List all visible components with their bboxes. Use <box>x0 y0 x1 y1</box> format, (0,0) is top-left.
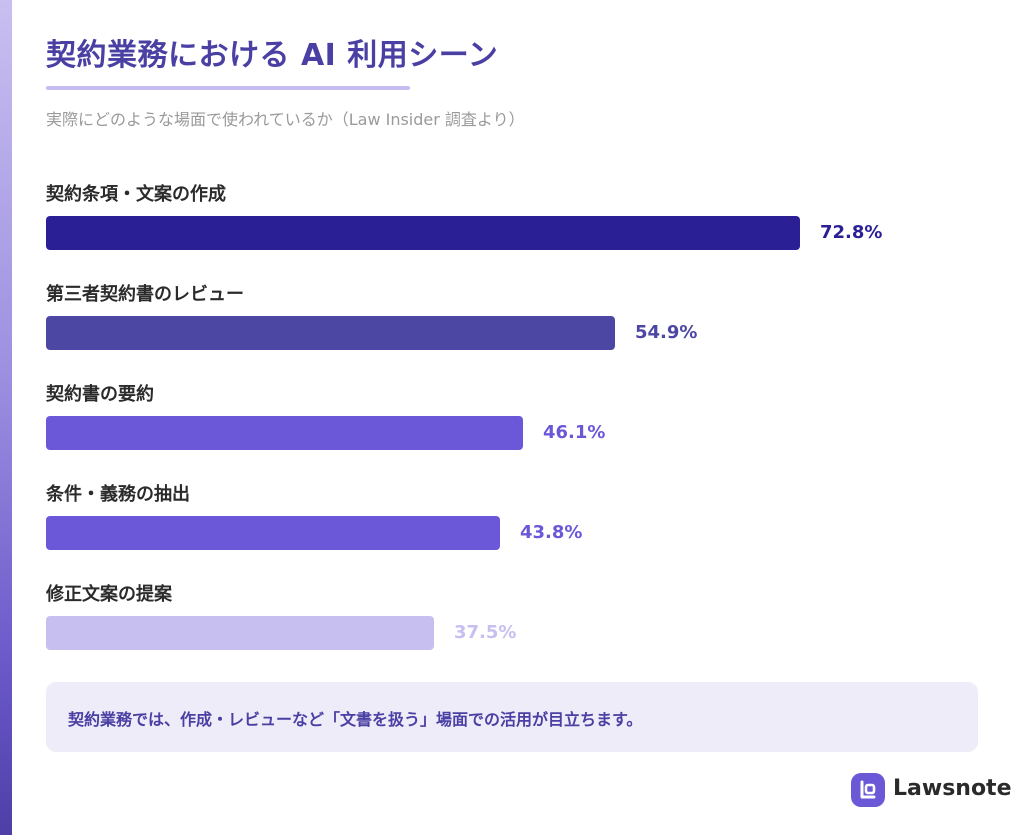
chart-title: 契約業務における AI 利用シーン <box>46 38 499 73</box>
category-label: 第三者契約書のレビュー <box>46 284 244 305</box>
summary-note-text: 契約業務では、作成・レビューなど「文書を扱う」場面での活用が目立ちます。 <box>68 710 643 729</box>
bar <box>46 516 500 550</box>
bar <box>46 216 800 250</box>
title-underline <box>46 86 410 90</box>
category-label: 契約書の要約 <box>46 384 154 405</box>
bar <box>46 616 434 650</box>
value-label: 43.8% <box>520 522 583 543</box>
value-label: 54.9% <box>635 322 698 343</box>
bar <box>46 416 523 450</box>
lawsnote-logo-icon <box>851 773 885 807</box>
category-label: 契約条項・文案の作成 <box>46 184 226 205</box>
left-accent-bar <box>0 0 12 835</box>
category-label: 条件・義務の抽出 <box>46 484 190 505</box>
category-label: 修正文案の提案 <box>46 584 172 605</box>
bar <box>46 316 615 350</box>
brand-name: Lawsnote <box>893 776 1012 801</box>
value-label: 37.5% <box>454 622 517 643</box>
value-label: 46.1% <box>543 422 606 443</box>
chart-subtitle: 実際にどのような場面で使われているか（Law Insider 調査より） <box>46 110 525 129</box>
summary-note: 契約業務では、作成・レビューなど「文書を扱う」場面での活用が目立ちます。 <box>46 682 978 752</box>
value-label: 72.8% <box>820 222 883 243</box>
